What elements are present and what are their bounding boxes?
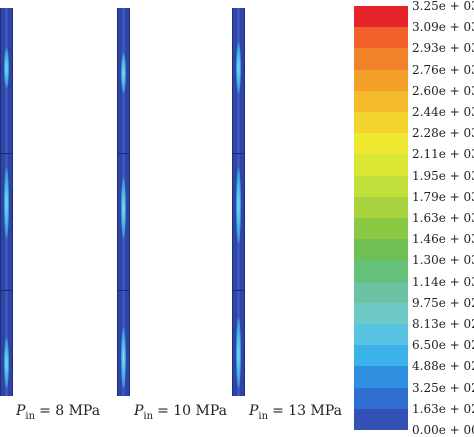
stress-concentration: [121, 178, 126, 238]
segment-divider: [1, 290, 12, 291]
stress-concentration: [4, 48, 9, 88]
legend-tick-label: 0.00e + 00: [412, 423, 474, 437]
pressure-symbol: P: [134, 403, 144, 419]
pressure-subscript: in: [143, 411, 154, 422]
pressure-symbol: P: [16, 403, 26, 419]
segment-divider: [233, 153, 244, 154]
legend-swatch: [354, 196, 408, 219]
pressure-symbol: P: [249, 403, 259, 419]
tube-label-8mpa: P in = 8 MPa: [16, 402, 100, 422]
legend-tick-label: 6.50e + 02: [412, 338, 474, 353]
tube-13mpa: [232, 8, 245, 396]
legend-swatch: [354, 6, 408, 28]
legend-swatch: [354, 154, 408, 177]
legend-tick-label: 2.60e + 03: [412, 83, 474, 98]
legend-swatch: [354, 133, 408, 155]
legend-swatch: [354, 239, 408, 261]
stress-concentration: [4, 338, 9, 388]
stress-concentration: [121, 53, 126, 93]
legend-swatch: [354, 48, 408, 71]
legend-tick-label: 2.44e + 03: [412, 105, 474, 119]
legend-swatch: [354, 281, 408, 304]
legend-swatch: [354, 218, 408, 240]
stress-concentration: [121, 328, 126, 388]
legend-swatch: [354, 90, 408, 113]
legend-tick-label: 1.63e + 03: [412, 211, 474, 225]
legend-swatch: [354, 324, 408, 346]
tube-8mpa: [0, 8, 13, 396]
legend-swatch: [354, 260, 408, 283]
tube-10mpa: [117, 8, 130, 396]
legend-tick-label: 1.63e + 02: [412, 401, 474, 416]
legend-swatch: [354, 112, 408, 134]
legend-swatch: [354, 408, 408, 431]
legend-tick-label: 2.28e + 03: [412, 126, 474, 141]
legend-swatch: [354, 387, 408, 410]
segment-divider: [1, 153, 12, 154]
segment-divider: [118, 153, 129, 154]
legend-swatch: [354, 345, 408, 367]
legend-tick-label: 1.30e + 03: [412, 253, 474, 268]
legend-tick-label: 1.95e + 03: [412, 168, 474, 183]
legend-tick-label: 2.11e + 03: [412, 147, 474, 162]
legend-tick-label: 3.25e + 03: [412, 0, 474, 13]
legend-swatch: [354, 27, 408, 49]
legend-tick-label: 3.09e + 03: [412, 20, 474, 35]
legend-tick-label: 3.25e + 02: [412, 380, 474, 395]
segment-divider: [233, 290, 244, 291]
tube-label-13mpa: P in = 13 MPa: [249, 402, 342, 422]
stress-concentration: [236, 168, 241, 243]
legend-swatch: [354, 69, 408, 92]
legend-swatch: [354, 175, 408, 198]
pressure-value: = 10 MPa: [157, 403, 227, 419]
legend-tick-label: 1.79e + 03: [412, 189, 474, 204]
pressure-subscript: in: [258, 411, 269, 422]
stress-concentration: [236, 318, 241, 388]
legend-tick-label: 9.75e + 02: [412, 295, 474, 310]
legend-tick-label: 2.76e + 03: [412, 62, 474, 77]
pressure-subscript: in: [25, 411, 36, 422]
color-legend-bar: [354, 0, 408, 437]
tube-label-10mpa: P in = 10 MPa: [134, 402, 227, 422]
color-legend-labels: 3.25e + 03 3.09e + 03 2.93e + 03 2.76e + 03…: [412, 0, 474, 437]
legend-tick-label: 1.14e + 03: [412, 274, 474, 289]
legend-tick-label: 2.93e + 03: [412, 41, 474, 56]
legend-tick-label: 8.13e + 02: [412, 317, 474, 331]
legend-swatch: [354, 302, 408, 325]
pressure-value: = 8 MPa: [39, 403, 101, 419]
pressure-value: = 13 MPa: [272, 403, 342, 419]
stress-concentration: [4, 168, 9, 238]
segment-divider: [118, 290, 129, 291]
legend-tick-label: 1.46e + 03: [412, 232, 474, 247]
legend-tick-label: 4.88e + 02: [412, 359, 474, 374]
stress-concentration: [236, 43, 241, 93]
legend-swatch: [354, 366, 408, 389]
